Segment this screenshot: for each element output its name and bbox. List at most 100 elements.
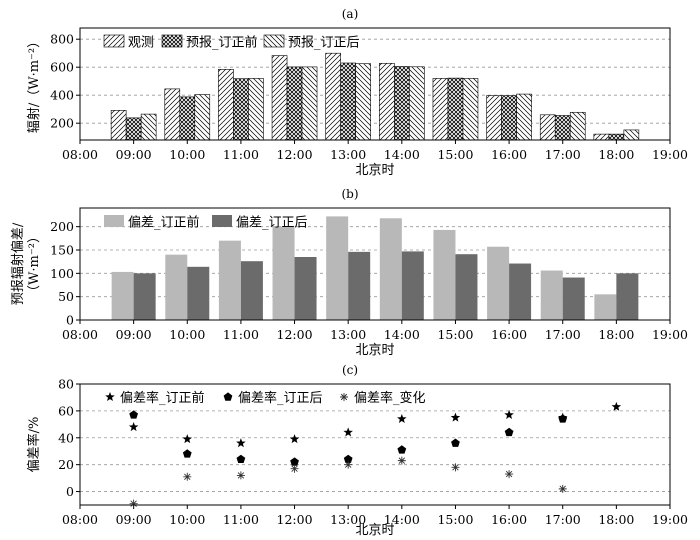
- point-s0: [289, 434, 300, 444]
- bar-a-s2: [301, 66, 318, 141]
- point-s2: [451, 463, 460, 472]
- bar-b-s1: [133, 273, 156, 320]
- bar-a-s1: [608, 133, 625, 141]
- legend-label: 预报_订正前: [186, 35, 258, 51]
- x-tick-label: 15:00: [437, 327, 473, 342]
- bar-a-s0: [325, 52, 341, 141]
- x-tick-label: 14:00: [384, 147, 420, 162]
- y-axis-label: 辐射/（W·m⁻²）: [26, 35, 42, 133]
- bar-a-s1: [340, 62, 356, 141]
- legend-swatch: [104, 215, 124, 227]
- x-tick-label: 11:00: [223, 327, 259, 342]
- x-tick-label: 10:00: [169, 512, 205, 527]
- x-tick-label: 08:00: [62, 327, 98, 342]
- x-tick-label: 17:00: [545, 327, 581, 342]
- bar-a-s0: [486, 95, 502, 141]
- x-axis-label: 北京时: [355, 163, 394, 178]
- bar-a-s2: [140, 113, 157, 141]
- legend-label: 偏差_订正前: [128, 215, 200, 231]
- y-axis-label: 偏差率/%: [26, 417, 42, 473]
- point-s2: [129, 499, 138, 508]
- legend-marker: [105, 392, 115, 402]
- legend-label: 偏差_订正后: [236, 216, 308, 231]
- legend-swatch: [263, 34, 285, 48]
- x-axis-label: 北京时: [355, 343, 394, 358]
- x-tick-label: 15:00: [437, 512, 473, 527]
- bar-a-s2: [462, 78, 479, 141]
- point-s0: [450, 412, 461, 422]
- y-axis-label: （W·m⁻²）: [27, 230, 42, 298]
- bar-b-s1: [401, 251, 424, 320]
- point-s1: [558, 414, 568, 423]
- bar-b-s1: [348, 251, 371, 320]
- point-s2: [236, 471, 245, 480]
- y-tick-label: 80: [58, 377, 74, 392]
- y-tick-label: 400: [50, 88, 74, 103]
- legend-marker: [223, 392, 233, 401]
- point-s1: [397, 445, 407, 454]
- point-s0: [343, 427, 353, 437]
- x-tick-label: 17:00: [545, 512, 581, 527]
- x-tick-label: 15:00: [437, 147, 473, 162]
- x-tick-label: 18:00: [598, 147, 634, 162]
- legend-swatch: [161, 34, 183, 48]
- x-tick-label: 14:00: [384, 512, 420, 527]
- point-s1: [290, 457, 299, 466]
- bar-b-s0: [487, 246, 510, 320]
- bar-a-s0: [593, 133, 610, 141]
- y-tick-label: 60: [58, 403, 74, 418]
- y-tick-label: 800: [50, 32, 74, 47]
- point-s2: [505, 470, 514, 479]
- point-s0: [128, 422, 139, 432]
- point-s1: [504, 427, 514, 437]
- plot-frame: [79, 383, 671, 506]
- y-tick-label: 0: [66, 313, 74, 328]
- bar-a-s2: [409, 66, 425, 141]
- point-s1: [343, 454, 353, 464]
- x-axis-label: 北京时: [355, 523, 394, 538]
- panel-title: (b): [341, 187, 358, 201]
- bar-b-s0: [218, 240, 241, 320]
- bar-b-s0: [594, 294, 617, 320]
- bar-b-s1: [455, 254, 478, 320]
- x-tick-label: 19:00: [652, 147, 688, 162]
- plot-frame: [79, 27, 671, 141]
- y-tick-label: 0: [66, 484, 74, 499]
- bar-a-s2: [516, 93, 532, 141]
- legend-label: 观测: [128, 36, 154, 51]
- x-tick-label: 18:00: [598, 327, 634, 342]
- x-tick-label: 13:00: [330, 327, 366, 342]
- x-tick-label: 14:00: [384, 327, 420, 342]
- legend-marker: [340, 393, 348, 401]
- plot-frame: [79, 207, 671, 321]
- legend-swatch: [212, 215, 232, 227]
- x-tick-label: 13:00: [330, 147, 366, 162]
- y-tick-label: 200: [50, 219, 74, 234]
- point-s0: [236, 438, 246, 448]
- panel-title: (c): [342, 363, 358, 377]
- panel-b: (b) 0 50 100 150 200 08:00 09:00 10:00 11:00 12:00…: [10, 187, 688, 358]
- bar-a-s0: [379, 62, 395, 141]
- x-tick-label: 19:00: [652, 512, 688, 527]
- bar-b-s1: [509, 263, 532, 320]
- bar-a-s1: [125, 117, 142, 141]
- y-tick-label: 50: [58, 289, 74, 304]
- x-tick-label: 11:00: [223, 147, 259, 162]
- y-tick-label: 40: [58, 430, 74, 445]
- point-s0: [397, 413, 407, 423]
- y-tick-label: 20: [58, 457, 74, 472]
- bar-a-s2: [623, 129, 640, 141]
- bar-b-s1: [294, 257, 317, 320]
- bar-a-s0: [432, 78, 449, 141]
- panel-c: (c) 0 20 40 60 80 08:00 09:00 10:00 11:00 12:00 13:…: [26, 363, 688, 538]
- x-tick-label: 12:00: [277, 512, 313, 527]
- bar-a-s1: [554, 115, 571, 141]
- x-tick-label: 16:00: [491, 512, 527, 527]
- bar-b-s0: [326, 216, 349, 320]
- legend-label: 偏差率_变化: [354, 390, 426, 406]
- y-axis-label: 预报辐射偏差/: [10, 222, 26, 305]
- point-s1: [451, 438, 460, 447]
- point-s0: [182, 434, 193, 444]
- x-tick-label: 13:00: [330, 512, 366, 527]
